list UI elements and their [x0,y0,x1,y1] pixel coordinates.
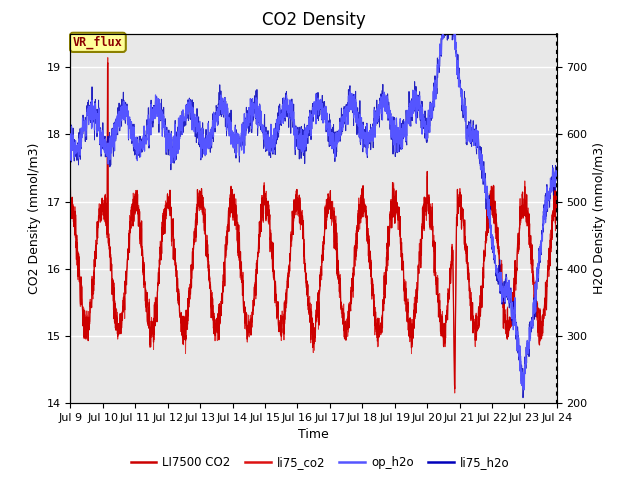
li75_co2 [67,181,74,187]
Y-axis label: H2O Density (mmol/m3): H2O Density (mmol/m3) [593,143,606,294]
LI7500 CO2 [455,194,463,200]
Title: CO2 Density: CO2 Density [262,11,365,29]
li75_co2 [202,253,210,259]
LI7500 CO2 [510,275,518,281]
LI7500 CO2 [328,207,335,213]
op_h2o [338,119,346,125]
op_h2o [553,172,561,178]
LI7500 CO2 [553,208,561,214]
X-axis label: Time: Time [298,429,329,442]
LI7500 CO2 [104,60,111,66]
Y-axis label: CO2 Density (mmol/m3): CO2 Density (mmol/m3) [28,143,41,294]
li75_co2 [104,55,111,60]
li75_co2 [328,205,335,211]
li75_co2 [510,285,518,291]
Line: li75_h2o: li75_h2o [70,14,557,398]
Text: VR_flux: VR_flux [73,36,123,49]
op_h2o [439,24,447,30]
Line: li75_co2: li75_co2 [70,58,557,393]
li75_h2o [510,317,518,323]
op_h2o [524,347,532,352]
Line: op_h2o: op_h2o [70,27,557,390]
li75_h2o [519,395,527,401]
LI7500 CO2 [67,185,74,191]
op_h2o [520,387,527,393]
Legend: LI7500 CO2, li75_co2, op_h2o, li75_h2o: LI7500 CO2, li75_co2, op_h2o, li75_h2o [126,452,514,474]
li75_h2o [338,132,346,137]
op_h2o [327,142,335,148]
LI7500 CO2 [451,386,459,392]
li75_h2o [441,12,449,17]
Line: LI7500 CO2: LI7500 CO2 [70,63,557,389]
li75_h2o [202,127,210,132]
op_h2o [202,138,210,144]
li75_h2o [327,138,335,144]
li75_co2 [451,390,459,396]
li75_h2o [524,350,532,356]
LI7500 CO2 [338,306,346,312]
li75_h2o [553,177,561,183]
li75_co2 [455,192,463,197]
op_h2o [455,84,463,90]
li75_co2 [553,204,561,209]
li75_co2 [338,303,346,309]
LI7500 CO2 [524,210,532,216]
LI7500 CO2 [202,253,210,259]
li75_h2o [455,77,463,83]
op_h2o [510,313,518,319]
op_h2o [67,142,74,147]
li75_co2 [524,211,532,217]
li75_h2o [67,138,74,144]
